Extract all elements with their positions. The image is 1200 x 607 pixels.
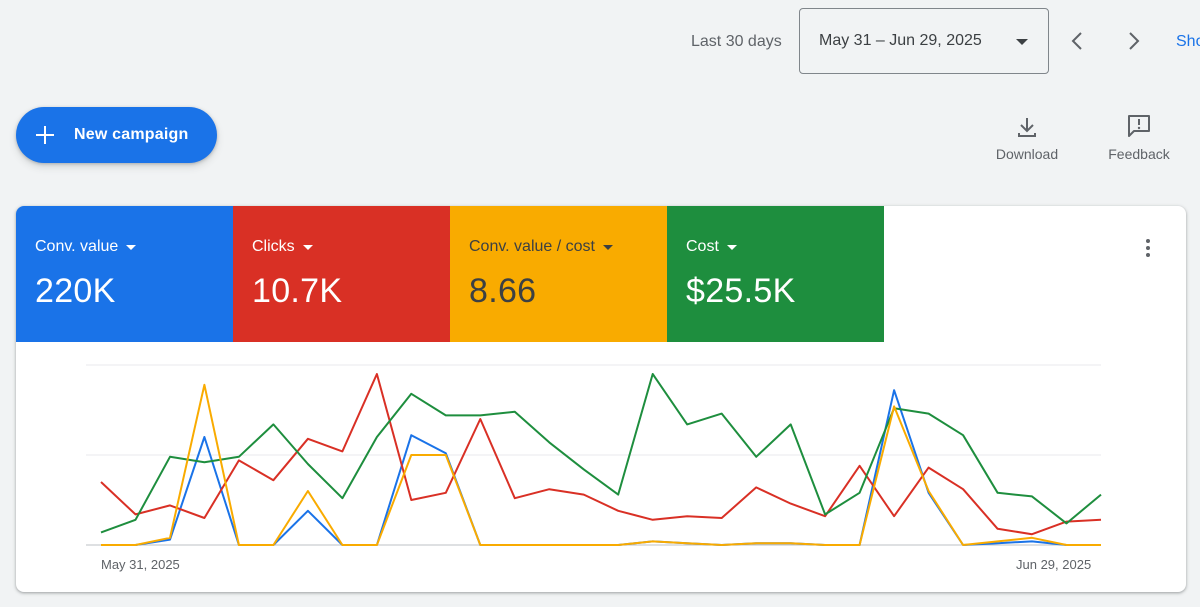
series-line-3 bbox=[101, 383, 1101, 546]
previous-period-button[interactable] bbox=[1060, 24, 1094, 58]
metric-tiles: Conv. value 220K Clicks 10.7K Conv. valu… bbox=[16, 206, 884, 342]
x-tick-label-start: May 31, 2025 bbox=[101, 557, 180, 572]
more-options-button[interactable] bbox=[1136, 236, 1160, 260]
metric-name-text: Cost bbox=[686, 238, 719, 255]
series-line-2 bbox=[100, 373, 1102, 534]
x-tick-label-end: Jun 29, 2025 bbox=[1016, 557, 1092, 572]
feedback-label: Feedback bbox=[1108, 146, 1170, 162]
metric-name: Clicks bbox=[252, 238, 450, 256]
new-campaign-button[interactable]: New campaign bbox=[16, 107, 217, 163]
metric-value: 10.7K bbox=[252, 272, 343, 310]
plus-icon bbox=[36, 126, 54, 144]
metric-tile-clicks[interactable]: Clicks 10.7K bbox=[233, 206, 450, 342]
metric-value: 220K bbox=[35, 272, 116, 310]
metric-name: Cost bbox=[686, 238, 884, 256]
dropdown-arrow-icon bbox=[302, 244, 313, 250]
metric-name-text: Conv. value / cost bbox=[469, 238, 595, 255]
more-vert-icon bbox=[1146, 239, 1150, 243]
top-bar: Last 30 days May 31 – Jun 29, 2025 Sho bbox=[0, 0, 1200, 84]
metric-name-text: Clicks bbox=[252, 238, 295, 255]
new-campaign-label: New campaign bbox=[74, 126, 189, 143]
feedback-icon bbox=[1127, 112, 1151, 138]
dropdown-arrow-icon bbox=[1016, 39, 1028, 45]
chart-plot bbox=[86, 364, 1102, 546]
metric-value: $25.5K bbox=[686, 272, 796, 310]
chevron-right-icon bbox=[1129, 32, 1140, 50]
metric-tile-conv-value[interactable]: Conv. value 220K bbox=[16, 206, 233, 342]
date-range-select[interactable]: May 31 – Jun 29, 2025 bbox=[799, 8, 1049, 74]
chevron-left-icon bbox=[1071, 32, 1082, 50]
range-label: Last 30 days bbox=[691, 33, 782, 50]
metric-value: 8.66 bbox=[469, 272, 537, 310]
dropdown-arrow-icon bbox=[602, 244, 613, 250]
metric-name: Conv. value / cost bbox=[469, 238, 667, 256]
performance-chart: May 31, 2025 Jun 29, 2025 bbox=[16, 342, 1186, 592]
metric-tile-cost[interactable]: Cost $25.5K bbox=[667, 206, 884, 342]
performance-card: Conv. value 220K Clicks 10.7K Conv. valu… bbox=[16, 206, 1186, 592]
metric-name-text: Conv. value bbox=[35, 238, 119, 255]
next-period-button[interactable] bbox=[1117, 24, 1151, 58]
dropdown-arrow-icon bbox=[126, 244, 137, 250]
download-icon bbox=[1017, 112, 1037, 138]
metric-name: Conv. value bbox=[35, 238, 233, 256]
metric-tile-conv-value-per-cost[interactable]: Conv. value / cost 8.66 bbox=[450, 206, 667, 342]
download-button[interactable]: Download bbox=[990, 112, 1064, 162]
show-link[interactable]: Sho bbox=[1176, 33, 1200, 50]
dropdown-arrow-icon bbox=[726, 244, 737, 250]
date-range-value: May 31 – Jun 29, 2025 bbox=[819, 32, 982, 49]
series-line-1 bbox=[100, 373, 1102, 536]
feedback-button[interactable]: Feedback bbox=[1103, 112, 1175, 162]
download-label: Download bbox=[995, 146, 1059, 162]
